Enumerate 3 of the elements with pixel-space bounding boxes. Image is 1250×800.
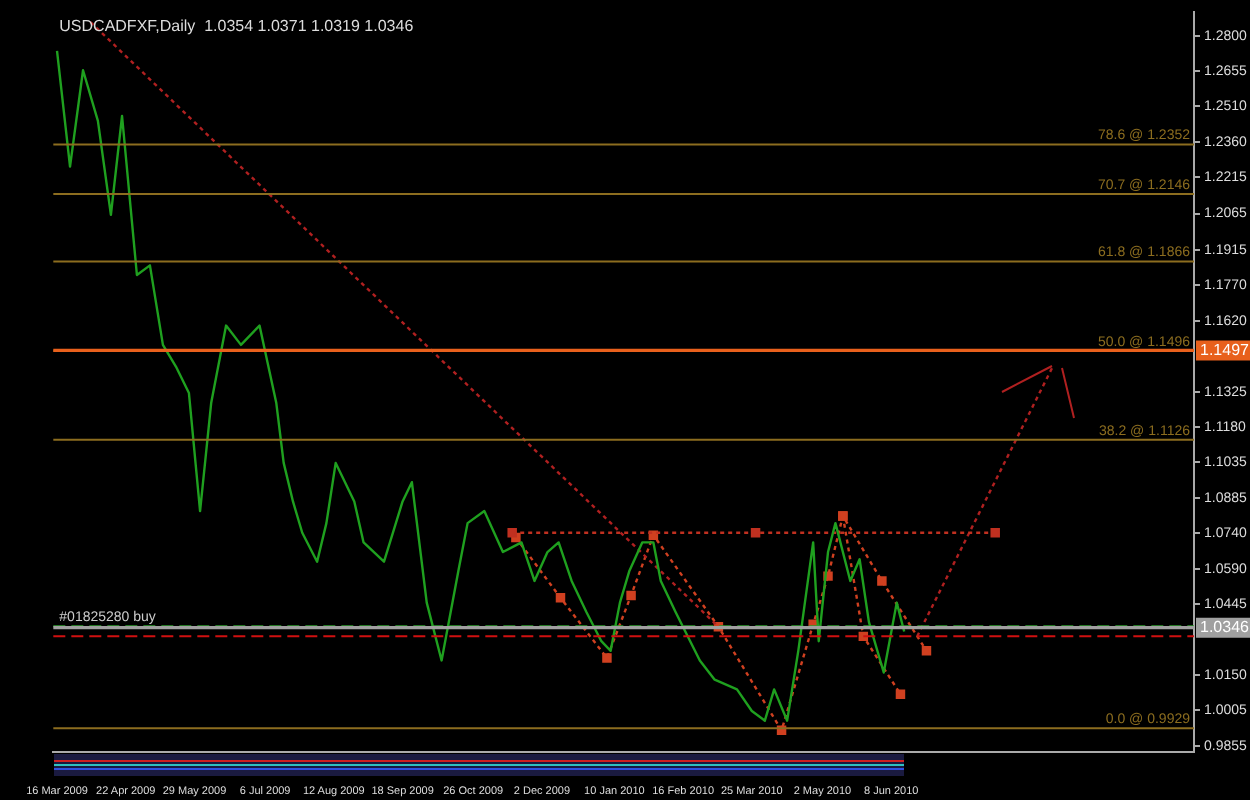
chart-title: USDCADFXF,Daily 1.0354 1.0371 1.0319 1.0346 — [59, 16, 415, 35]
annotation: 1.1497 — [1200, 340, 1250, 359]
annotation: 1.0346 — [1200, 618, 1250, 637]
